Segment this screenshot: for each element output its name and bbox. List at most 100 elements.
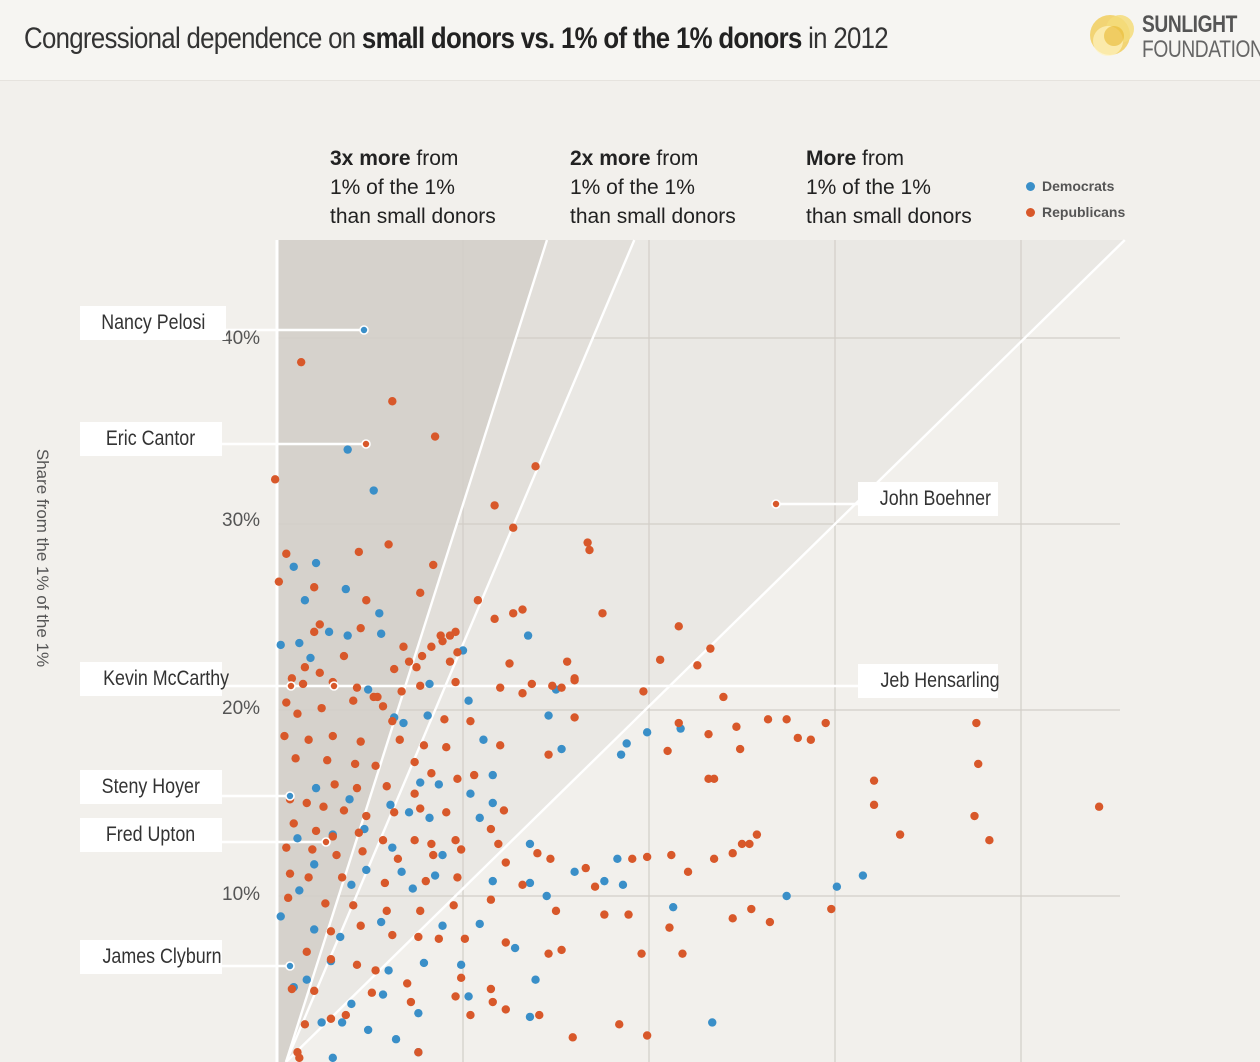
point-republican	[583, 538, 591, 546]
point-democrat	[420, 959, 428, 967]
point-republican	[466, 1011, 474, 1019]
point-republican	[284, 894, 292, 902]
point-democrat	[435, 780, 443, 788]
point-republican	[450, 901, 458, 909]
point-republican	[327, 1015, 335, 1023]
callout-john-boehner[interactable]: John Boehner	[858, 482, 998, 516]
point-republican	[310, 583, 318, 591]
point-republican	[327, 927, 335, 935]
point-republican	[388, 717, 396, 725]
point-republican	[429, 851, 437, 859]
y-tick-label: 10%	[222, 884, 260, 906]
point-republican	[490, 615, 498, 623]
point-republican	[416, 804, 424, 812]
point-republican	[342, 1011, 350, 1019]
point-republican	[582, 864, 590, 872]
point-republican	[319, 803, 327, 811]
point-republican	[665, 923, 673, 931]
callout-james-clyburn[interactable]: James Clyburn	[80, 940, 222, 974]
zone-label-3x: 3x more from 1% of the 1% than small donor…	[330, 144, 496, 231]
point-democrat	[303, 976, 311, 984]
point-republican	[316, 669, 324, 677]
point-republican	[509, 609, 517, 617]
callout-jeb-hensarling[interactable]: Jeb Hensarling	[858, 664, 998, 698]
point-democrat	[476, 920, 484, 928]
point-democrat	[377, 630, 385, 638]
point-republican	[487, 825, 495, 833]
point-republican	[303, 948, 311, 956]
point-democrat	[489, 877, 497, 885]
point-republican	[453, 648, 461, 656]
point-republican	[710, 855, 718, 863]
point-republican	[353, 961, 361, 969]
legend-dot-republicans	[1026, 208, 1035, 217]
point-republican	[384, 540, 392, 548]
point-republican	[552, 907, 560, 915]
labeled-point	[362, 440, 370, 448]
point-republican	[663, 747, 671, 755]
point-republican	[570, 713, 578, 721]
point-democrat	[399, 719, 407, 727]
point-republican	[628, 855, 636, 863]
point-republican	[600, 910, 608, 918]
point-democrat	[643, 728, 651, 736]
y-tick-label: 20%	[222, 698, 260, 720]
legend-republicans[interactable]: Republicans	[1026, 204, 1125, 220]
point-republican	[502, 938, 510, 946]
point-republican	[570, 674, 578, 682]
point-republican	[563, 657, 571, 665]
point-democrat	[425, 680, 433, 688]
point-republican	[301, 663, 309, 671]
point-democrat	[833, 883, 841, 891]
point-republican	[403, 979, 411, 987]
point-republican	[544, 949, 552, 957]
point-democrat	[543, 892, 551, 900]
labeled-point	[330, 682, 338, 690]
point-democrat	[669, 903, 677, 911]
point-republican	[667, 851, 675, 859]
point-republican	[418, 652, 426, 660]
point-republican	[353, 683, 361, 691]
point-democrat	[364, 685, 372, 693]
callout-kevin-mccarthy[interactable]: Kevin McCarthy	[80, 662, 222, 696]
legend-democrats[interactable]: Democrats	[1026, 178, 1114, 194]
point-democrat	[544, 711, 552, 719]
point-republican	[470, 771, 478, 779]
callout-steny-hoyer[interactable]: Steny Hoyer	[80, 770, 222, 804]
point-republican	[420, 741, 428, 749]
point-republican	[569, 1033, 577, 1041]
point-republican	[509, 524, 517, 532]
point-republican	[502, 858, 510, 866]
labeled-point	[772, 500, 780, 508]
point-republican	[656, 656, 664, 664]
point-republican	[489, 998, 497, 1006]
zone-label-2x: 2x more from 1% of the 1% than small donor…	[570, 144, 736, 231]
point-democrat	[708, 1018, 716, 1026]
point-democrat	[622, 739, 630, 747]
callout-fred-upton[interactable]: Fred Upton	[80, 818, 222, 852]
labeled-point	[286, 792, 294, 800]
y-tick-label: 40%	[222, 328, 260, 350]
point-democrat	[295, 639, 303, 647]
point-republican	[291, 754, 299, 762]
point-republican	[500, 806, 508, 814]
point-republican	[736, 745, 744, 753]
point-republican	[297, 358, 305, 366]
point-republican	[407, 998, 415, 1006]
point-republican	[684, 868, 692, 876]
point-republican	[461, 935, 469, 943]
point-democrat	[362, 866, 370, 874]
callout-nancy-pelosi[interactable]: Nancy Pelosi	[80, 306, 226, 340]
point-democrat	[425, 814, 433, 822]
point-democrat	[301, 596, 309, 604]
callout-eric-cantor[interactable]: Eric Cantor	[80, 422, 222, 456]
point-democrat	[379, 990, 387, 998]
point-democrat	[416, 778, 424, 786]
point-republican	[355, 548, 363, 556]
point-republican	[794, 734, 802, 742]
point-republican	[531, 462, 539, 470]
point-republican	[710, 775, 718, 783]
point-republican	[827, 905, 835, 913]
point-democrat	[343, 631, 351, 639]
point-democrat	[405, 808, 413, 816]
